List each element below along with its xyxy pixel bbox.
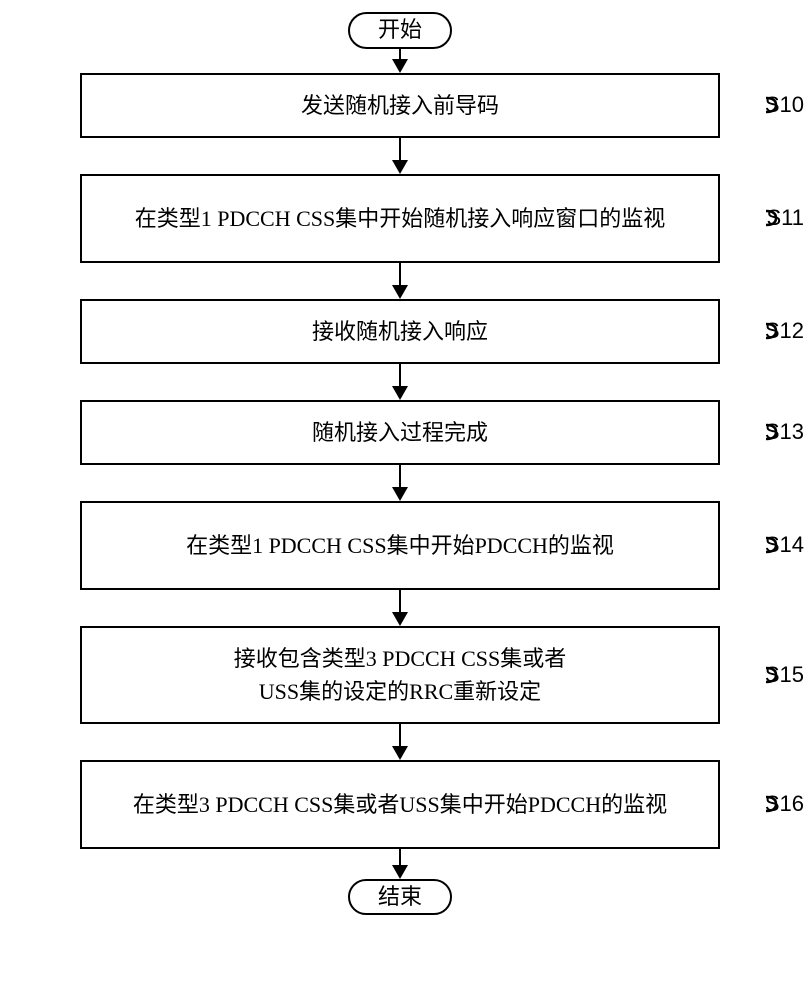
arrow-line	[399, 590, 402, 612]
arrow-line	[399, 49, 402, 59]
step-label: S14	[765, 532, 804, 558]
terminal-end: 结束	[348, 879, 452, 916]
process-s15: 接收包含类型3 PDCCH CSS集或者 USS集的设定的RRC重新设定	[80, 626, 720, 724]
arrow-line	[399, 263, 402, 285]
process-s16: 在类型3 PDCCH CSS集或者USS集中开始PDCCH的监视	[80, 760, 720, 849]
process-text: 在类型1 PDCCH CSS集中开始PDCCH的监视	[186, 533, 614, 558]
step-label: S10	[765, 92, 804, 118]
step-row-s14: 在类型1 PDCCH CSS集中开始PDCCH的监视 S14	[30, 501, 770, 590]
flowchart-container: 开始 发送随机接入前导码 S10 在类型1 PDCCH CSS集中开始随机接入响…	[30, 12, 770, 915]
arrow-line	[399, 849, 402, 865]
process-text: 接收随机接入响应	[312, 319, 488, 344]
process-text: 随机接入过程完成	[312, 420, 488, 445]
terminal-start-label: 开始	[378, 17, 422, 42]
arrow-line	[399, 364, 402, 386]
step-label: S12	[765, 318, 804, 344]
arrow-line	[399, 465, 402, 487]
process-s12: 接收随机接入响应	[80, 299, 720, 364]
arrow-line	[399, 138, 402, 160]
process-text: 在类型3 PDCCH CSS集或者USS集中开始PDCCH的监视	[133, 792, 667, 817]
arrow-head	[392, 865, 408, 879]
arrow-head	[392, 487, 408, 501]
arrow-line	[399, 724, 402, 746]
step-row-s10: 发送随机接入前导码 S10	[30, 73, 770, 138]
step-label: S15	[765, 662, 804, 688]
step-row-s13: 随机接入过程完成 S13	[30, 400, 770, 465]
arrow-head	[392, 612, 408, 626]
process-s11: 在类型1 PDCCH CSS集中开始随机接入响应窗口的监视	[80, 174, 720, 263]
process-text: 接收包含类型3 PDCCH CSS集或者 USS集的设定的RRC重新设定	[234, 646, 567, 704]
process-text: 发送随机接入前导码	[301, 93, 499, 118]
step-row-s15: 接收包含类型3 PDCCH CSS集或者 USS集的设定的RRC重新设定 S15	[30, 626, 770, 724]
terminal-end-label: 结束	[378, 884, 422, 909]
arrow-head	[392, 59, 408, 73]
process-s14: 在类型1 PDCCH CSS集中开始PDCCH的监视	[80, 501, 720, 590]
step-row-s16: 在类型3 PDCCH CSS集或者USS集中开始PDCCH的监视 S16	[30, 760, 770, 849]
process-s13: 随机接入过程完成	[80, 400, 720, 465]
arrow-head	[392, 285, 408, 299]
arrow-head	[392, 386, 408, 400]
process-text: 在类型1 PDCCH CSS集中开始随机接入响应窗口的监视	[135, 206, 666, 231]
terminal-start: 开始	[348, 12, 452, 49]
arrow-head	[392, 160, 408, 174]
step-label: S13	[765, 419, 804, 445]
arrow-head	[392, 746, 408, 760]
step-row-s12: 接收随机接入响应 S12	[30, 299, 770, 364]
step-label: S11	[766, 205, 804, 231]
process-s10: 发送随机接入前导码	[80, 73, 720, 138]
step-row-s11: 在类型1 PDCCH CSS集中开始随机接入响应窗口的监视 S11	[30, 174, 770, 263]
step-label: S16	[765, 791, 804, 817]
